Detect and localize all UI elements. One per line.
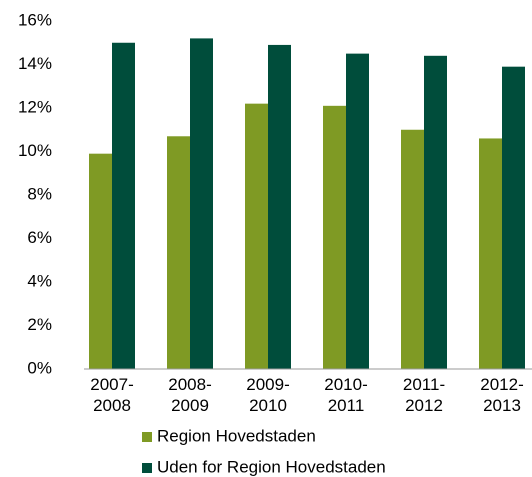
legend-label: Uden for Region Hovedstaden: [157, 457, 386, 476]
x-tick-label: 2011-2012: [403, 375, 445, 415]
y-tick-label: 0%: [27, 358, 52, 377]
x-tick-label: 2008-2009: [168, 375, 211, 415]
bar: [424, 55, 447, 370]
y-tick-label: 6%: [27, 228, 52, 247]
bar: [167, 136, 190, 369]
legend-swatch: [142, 463, 152, 473]
bar: [268, 44, 291, 370]
bar: [245, 103, 268, 370]
legend-swatch: [142, 432, 152, 442]
bar: [112, 42, 135, 369]
x-tick-label: 2007-2008: [90, 375, 133, 415]
y-tick-label: 10%: [18, 141, 52, 160]
x-tick-label: 2012-2013: [480, 375, 523, 415]
y-tick-label: 12%: [18, 97, 52, 116]
x-tick-label: 2010-2011: [324, 375, 367, 415]
y-tick-label: 4%: [27, 271, 52, 290]
y-tick-label: 2%: [27, 315, 52, 334]
legend-label: Region Hovedstaden: [157, 426, 316, 445]
bar: [323, 105, 346, 369]
x-tick-label: 2009-2010: [246, 375, 289, 415]
bar: [89, 153, 112, 369]
y-tick-label: 8%: [27, 184, 52, 203]
bar: [479, 138, 502, 369]
bar: [346, 53, 369, 369]
y-tick-label: 14%: [18, 54, 52, 73]
bar: [190, 38, 213, 370]
y-tick-label: 16%: [18, 10, 52, 29]
bar: [502, 66, 525, 370]
bar: [401, 129, 424, 369]
